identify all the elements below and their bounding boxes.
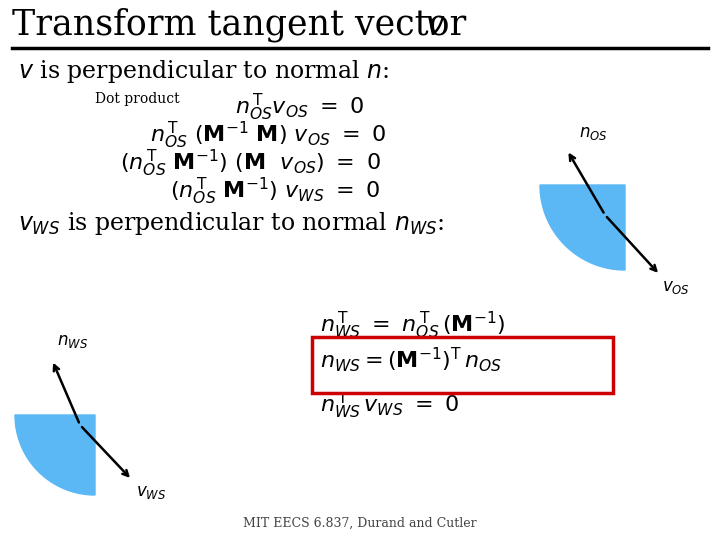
Text: MIT EECS 6.837, Durand and Cutler: MIT EECS 6.837, Durand and Cutler	[243, 517, 477, 530]
Text: $v$ is perpendicular to normal $n$:: $v$ is perpendicular to normal $n$:	[18, 58, 389, 85]
Text: $v_{\mathit{WS}}$ is perpendicular to normal $n_{\mathit{WS}}$:: $v_{\mathit{WS}}$ is perpendicular to no…	[18, 210, 444, 237]
Text: v: v	[425, 8, 445, 42]
Text: $n_{\mathit{WS}}^{\,\mathrm{T}}\, v_{\mathit{WS}}\ =\ 0$: $n_{\mathit{WS}}^{\,\mathrm{T}}\, v_{\ma…	[320, 390, 459, 421]
Text: $(n_{\mathit{OS}}^{\,\mathrm{T}}\ \mathbf{M}^{-1})\ v_{\mathit{WS}}\ =\ 0$: $(n_{\mathit{OS}}^{\,\mathrm{T}}\ \mathb…	[170, 176, 380, 207]
Text: $v_{\mathit{WS}}$: $v_{\mathit{WS}}$	[136, 484, 166, 501]
Text: Dot product: Dot product	[95, 92, 179, 106]
Text: $n_{\mathit{OS}}^{\,\mathrm{T}} v_{\mathit{OS}}\ =\ 0$: $n_{\mathit{OS}}^{\,\mathrm{T}} v_{\math…	[235, 92, 364, 123]
Text: $n_{\mathit{WS}}^{\,\mathrm{T}}\ =\ n_{\mathit{OS}}^{\,\mathrm{T}}\,(\mathbf{M}^: $n_{\mathit{WS}}^{\,\mathrm{T}}\ =\ n_{\…	[320, 310, 505, 341]
FancyBboxPatch shape	[312, 337, 613, 393]
Text: $n_{\mathit{OS}}$: $n_{\mathit{OS}}$	[579, 125, 608, 142]
Text: $n_{\mathit{WS}}$: $n_{\mathit{WS}}$	[57, 333, 88, 350]
Text: $n_{\mathit{WS}} = (\mathbf{M}^{-1})^{\mathrm{T}}\, n_{\mathit{OS}}$: $n_{\mathit{WS}} = (\mathbf{M}^{-1})^{\m…	[320, 345, 503, 374]
Text: Transform tangent vector: Transform tangent vector	[12, 8, 477, 43]
Text: $n_{\mathit{OS}}^{\,\mathrm{T}}\ (\mathbf{M}^{-1}\ \mathbf{M})\ v_{\mathit{OS}}\: $n_{\mathit{OS}}^{\,\mathrm{T}}\ (\mathb…	[150, 120, 387, 151]
Polygon shape	[15, 415, 95, 495]
Text: $(n_{\mathit{OS}}^{\,\mathrm{T}}\ \mathbf{M}^{-1})\ (\mathbf{M}\ \ v_{\mathit{OS: $(n_{\mathit{OS}}^{\,\mathrm{T}}\ \mathb…	[120, 148, 381, 179]
Polygon shape	[540, 185, 625, 270]
Text: $v_{\mathit{OS}}$: $v_{\mathit{OS}}$	[662, 279, 690, 296]
